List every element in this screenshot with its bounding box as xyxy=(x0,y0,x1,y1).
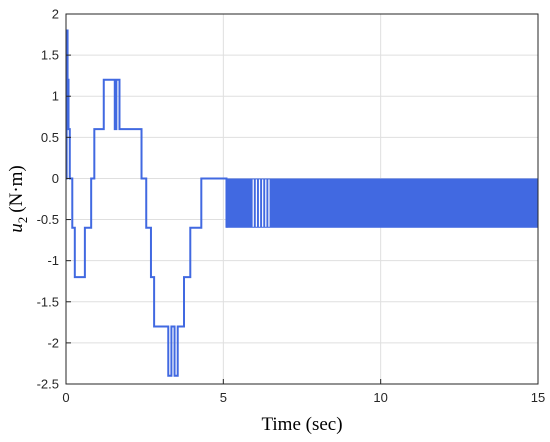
y-tick-label: -2 xyxy=(47,335,59,350)
x-tick-label: 0 xyxy=(62,390,69,405)
x-tick-labels: 0 5 10 15 xyxy=(62,379,545,405)
x-tick-label: 15 xyxy=(531,390,545,405)
chatter-band xyxy=(226,178,539,228)
plot-frame xyxy=(65,13,539,385)
y-tick-label: -1.5 xyxy=(37,294,59,309)
y-tick-label: 0.5 xyxy=(41,130,59,145)
y-tick-label: 1.5 xyxy=(41,48,59,63)
x-axis-label: Time (sec) xyxy=(261,414,342,435)
x-tick-label: 10 xyxy=(373,390,387,405)
series-line xyxy=(65,29,228,377)
y-axis-label-subscript: 2 xyxy=(15,217,30,224)
y-tick-label: 1 xyxy=(52,89,59,104)
y-tick-label: -0.5 xyxy=(37,212,59,227)
x-tick-label: 5 xyxy=(220,390,227,405)
y-axis-label-symbol: u xyxy=(6,223,27,233)
y-tick-label: -2.5 xyxy=(37,377,59,392)
y-tick-label: 0 xyxy=(52,171,59,186)
y-tick-labels: -2.5 -2 -1.5 -1 -0.5 0 0.5 1 1.5 2 xyxy=(37,7,71,392)
y-tick-label: -1 xyxy=(47,253,59,268)
y-axis-label: u2 (N·m) xyxy=(6,165,30,232)
series-group xyxy=(65,29,539,377)
y-axis-label-unit: (N·m) xyxy=(6,165,27,212)
y-tick-label: 2 xyxy=(52,7,59,22)
